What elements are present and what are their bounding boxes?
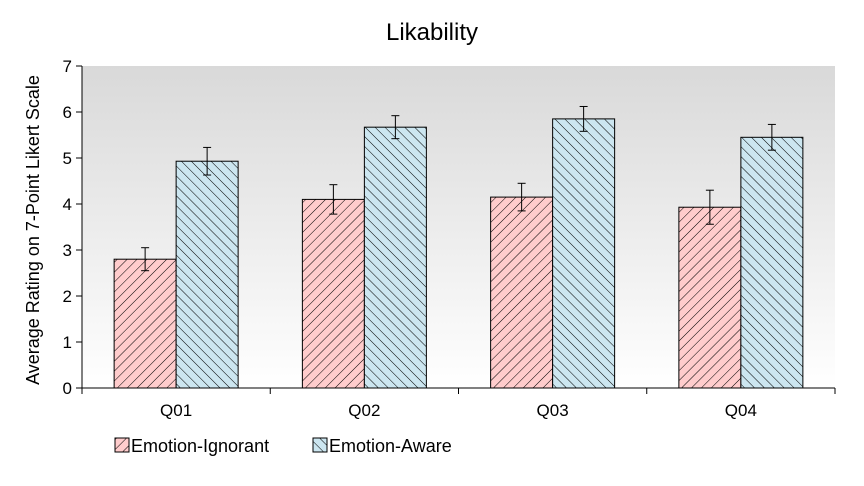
- y-tick-label: 3: [63, 241, 72, 260]
- x-tick-label: Q03: [537, 401, 569, 420]
- bar-emotion-aware-q02: [363, 126, 427, 389]
- bar-emotion-ignorant-q01: [113, 258, 177, 389]
- bar-emotion-aware-q03: [552, 118, 616, 389]
- x-tick-label: Q02: [348, 401, 380, 420]
- legend-swatch-emotion-aware: [312, 437, 328, 453]
- legend-label-emotion-ignorant: Emotion-Ignorant: [131, 436, 269, 456]
- bar-emotion-ignorant-q02: [301, 198, 365, 389]
- bar-emotion-ignorant-q04: [678, 206, 742, 389]
- bar-emotion-aware-q04: [740, 136, 804, 389]
- legend-swatch-emotion-ignorant: [114, 437, 130, 453]
- y-tick-label: 6: [63, 103, 72, 122]
- x-tick-label: Q04: [725, 401, 757, 420]
- x-tick-label: Q01: [160, 401, 192, 420]
- bar-emotion-ignorant-q03: [490, 196, 554, 389]
- y-tick-label: 4: [63, 195, 72, 214]
- y-tick-label: 0: [63, 379, 72, 398]
- y-tick-label: 7: [63, 57, 72, 76]
- y-tick-label: 2: [63, 287, 72, 306]
- chart-title: Likability: [386, 19, 478, 46]
- y-axis-label: Average Rating on 7-Point Likert Scale: [23, 75, 43, 385]
- legend-label-emotion-aware: Emotion-Aware: [329, 436, 452, 456]
- y-tick-label: 5: [63, 149, 72, 168]
- bar-emotion-aware-q01: [175, 160, 239, 389]
- y-tick-label: 1: [63, 333, 72, 352]
